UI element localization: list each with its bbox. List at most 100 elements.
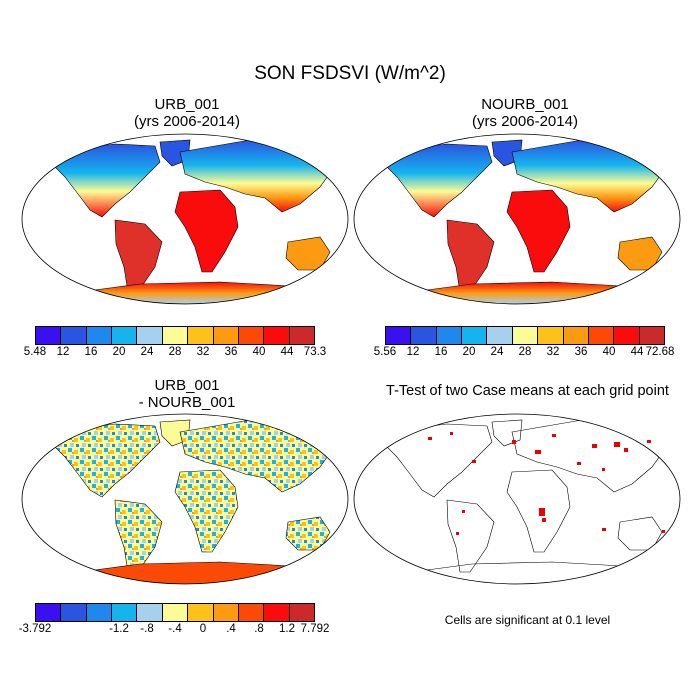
continent-africa (174, 189, 239, 273)
panel-title-diff-line1: URB_001 (154, 377, 220, 394)
significant-cells (428, 432, 665, 535)
colorbar-urb-label: 24 (140, 346, 154, 358)
continent-africa (506, 189, 571, 273)
colorbar-urb-label: 73.3 (303, 346, 327, 358)
colorbar-urb-swatch (137, 327, 163, 344)
colorbar-urb-swatch (162, 327, 189, 344)
colorbar-nourb-label: 72.68 (645, 346, 675, 358)
colorbar-diff-label: .8 (254, 623, 264, 635)
outline-africa (506, 469, 571, 553)
colorbar-urb-label: 16 (84, 346, 98, 358)
colorbar-nourb-swatch (411, 327, 437, 344)
continent-antarctica (58, 561, 331, 584)
map-diff (21, 413, 349, 585)
colorbar-nourb-swatch (462, 327, 488, 344)
panel-title-ttest: T-Test of two Case means at each grid po… (355, 383, 700, 400)
colorbar-nourb-swatch (614, 327, 640, 344)
colorbar-urb-label: 36 (224, 346, 238, 358)
colorbar-nourb-label: 40 (602, 346, 616, 358)
continent-africa (174, 469, 239, 553)
colorbar-diff-label: .4 (226, 623, 236, 635)
colorbar-urb-label: 20 (112, 346, 126, 358)
colorbar-diff-swatch (36, 604, 62, 621)
colorbar-nourb-label: 32 (546, 346, 560, 358)
colorbar-nourb-label: 36 (574, 346, 588, 358)
colorbar-nourb-label: 12 (406, 346, 420, 358)
map-ttest (353, 413, 681, 585)
figure-title: SON FSDSVI (W/m^2) (254, 63, 446, 84)
continent-south-america (446, 219, 495, 293)
colorbar-diff-swatch (112, 604, 138, 621)
colorbar-diff-swatch (61, 604, 87, 621)
colorbar-nourb-label: 16 (434, 346, 448, 358)
colorbar-diff (35, 603, 315, 622)
colorbar-diff-swatch (213, 604, 239, 621)
colorbar-urb-label: 32 (196, 346, 210, 358)
panel-title-urb-line1: URB_001 (154, 96, 220, 113)
panel-title-nourb-line1: NOURB_001 (481, 96, 569, 113)
colorbar-urb-swatch (86, 327, 113, 344)
colorbar-diff-swatch (289, 604, 314, 621)
colorbar-urb-label: 5.48 (23, 346, 47, 358)
colorbar-nourb-label: 44 (630, 346, 644, 358)
map-urb (21, 133, 349, 305)
colorbar-nourb-swatch (487, 327, 513, 344)
colorbar-diff-swatch (238, 604, 265, 621)
colorbar-nourb (385, 326, 665, 345)
colorbar-diff-label: 1.2 (279, 623, 295, 635)
colorbar-diff-label: 7.792 (300, 623, 330, 635)
colorbar-urb-swatch (36, 327, 62, 344)
colorbar-urb-label: 28 (168, 346, 182, 358)
colorbar-nourb-swatch (563, 327, 589, 344)
panel-title-urb-line2: (yrs 2006-2014) (134, 113, 240, 130)
colorbar-nourb-swatch (639, 327, 664, 344)
colorbar-diff-label: -.8 (140, 623, 154, 635)
continent-australia (617, 236, 663, 271)
colorbar-diff-label: -.4 (168, 623, 182, 635)
continent-south-america (114, 219, 163, 293)
panel-title-diff: URB_001 - NOURB_001 (62, 377, 312, 411)
colorbar-nourb-swatch (386, 327, 412, 344)
continent-north-america (49, 143, 161, 218)
colorbar-urb-swatch (61, 327, 87, 344)
outline-eurasia (511, 419, 671, 493)
colorbar-diff-label: 0 (199, 623, 207, 635)
colorbar-urb-swatch (289, 327, 314, 344)
colorbar-diff-swatch (188, 604, 214, 621)
colorbar-diff-swatch (264, 604, 290, 621)
continent-antarctica (58, 281, 331, 304)
colorbar-nourb-swatch (538, 327, 564, 344)
colorbar-urb-label: 40 (252, 346, 266, 358)
panel-title-diff-line2: - NOURB_001 (138, 394, 236, 411)
colorbar-urb-swatch (264, 327, 290, 344)
panel-title-ttest-line1: T-Test of two Case means at each grid po… (386, 383, 669, 399)
colorbar-nourb-label: 20 (462, 346, 476, 358)
significance-note: Cells are significant at 0.1 level (444, 613, 611, 627)
colorbar-urb-swatch (213, 327, 239, 344)
continent-australia (285, 236, 331, 271)
outline-greenland (491, 419, 523, 447)
continent-australia (285, 516, 331, 551)
outline-north-america (381, 423, 493, 498)
colorbar-nourb-label: 24 (490, 346, 504, 358)
continent-north-america (49, 423, 161, 498)
colorbar-nourb-swatch (588, 327, 615, 344)
colorbar-diff-labels: -3.792 -1.2 -.8 -.4 0 .4 .8 1.2 7.792 (19, 623, 330, 639)
colorbar-urb (35, 326, 315, 345)
colorbar-urb-swatch (188, 327, 214, 344)
colorbar-urb-label: 44 (280, 346, 294, 358)
colorbar-urb-labels: 5.48 12 16 20 24 28 32 36 40 44 73.3 (24, 346, 326, 362)
colorbar-nourb-label: 5.56 (373, 346, 397, 358)
outline-south-america (446, 499, 495, 573)
panel-title-nourb-line2: (yrs 2006-2014) (472, 113, 578, 130)
colorbar-diff-swatch (137, 604, 163, 621)
colorbar-diff-label: -3.792 (18, 623, 52, 635)
colorbar-urb-swatch (112, 327, 138, 344)
map-nourb (353, 133, 681, 305)
outline-antarctica (390, 561, 663, 584)
colorbar-nourb-swatch (436, 327, 463, 344)
panel-title-nourb: NOURB_001 (yrs 2006-2014) (400, 96, 650, 130)
colorbar-nourb-swatch (512, 327, 539, 344)
continent-south-america (114, 499, 163, 573)
colorbar-urb-label: 12 (56, 346, 70, 358)
